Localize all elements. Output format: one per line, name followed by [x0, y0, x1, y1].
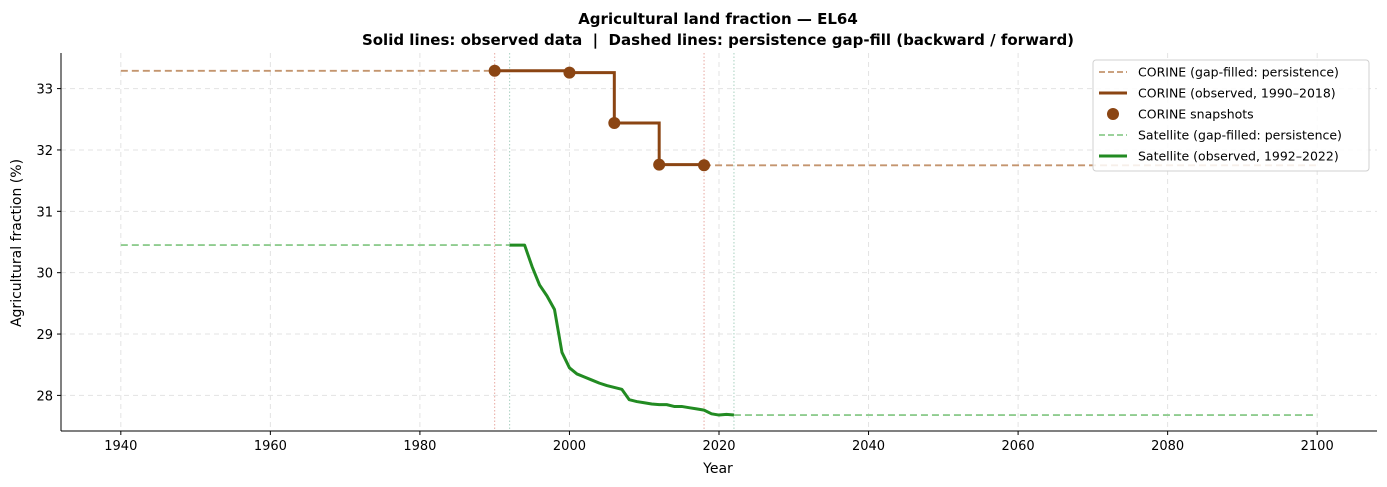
- y-tick-label: 29: [36, 328, 53, 343]
- y-tick-label: 32: [36, 144, 53, 159]
- x-tick-label: 2000: [553, 439, 586, 454]
- x-tick-label: 1960: [254, 439, 287, 454]
- x-tick-label: 2060: [1002, 439, 1035, 454]
- legend: CORINE (gap-filled: persistence) CORINE (…: [1092, 59, 1370, 172]
- y-tick-label: 33: [36, 83, 53, 98]
- y-tick-label: 31: [36, 205, 53, 220]
- x-tick-label: 1940: [104, 439, 137, 454]
- y-axis-label: Agricultural fraction (%): [9, 159, 25, 327]
- chart-title: Agricultural land fraction — EL64: [578, 10, 858, 28]
- corine-snapshot-point: [488, 64, 501, 77]
- corine-snapshot-point: [653, 158, 666, 171]
- chart-subtitle: Solid lines: observed data | Dashed line…: [362, 31, 1074, 50]
- legend-label: Satellite (gap-filled: persistence): [1138, 128, 1342, 143]
- legend-box: [1092, 59, 1370, 172]
- grid: [61, 53, 1377, 431]
- corine-snapshot-point: [698, 159, 711, 172]
- x-tick-label: 2080: [1151, 439, 1184, 454]
- y-tick-label: 30: [36, 267, 53, 282]
- legend-label: CORINE (observed, 1990–2018): [1138, 86, 1336, 101]
- x-tick-label: 2040: [852, 439, 885, 454]
- corine-observed-line: [494, 69, 706, 167]
- x-tick-label: 1980: [403, 439, 436, 454]
- legend-label: CORINE snapshots: [1138, 107, 1254, 122]
- legend-label: Satellite (observed, 1992–2022): [1138, 149, 1339, 164]
- x-tick-label: 2020: [702, 439, 735, 454]
- series: [120, 64, 1318, 417]
- x-tick-label: 2100: [1301, 439, 1334, 454]
- reference-lines: [494, 53, 735, 431]
- satellite-observed-line: [509, 243, 735, 417]
- y-tick-label: 28: [36, 389, 53, 404]
- legend-label: CORINE (gap-filled: persistence): [1138, 65, 1339, 80]
- legend-marker: [1107, 108, 1119, 120]
- ticks: 1940 1960 1980 2000 2020 2040 2060 2080 2100 28 29…: [36, 83, 1333, 454]
- corine-snapshot-point: [563, 66, 576, 79]
- corine-snapshot-point: [608, 116, 621, 129]
- x-axis-label: Year: [702, 461, 733, 477]
